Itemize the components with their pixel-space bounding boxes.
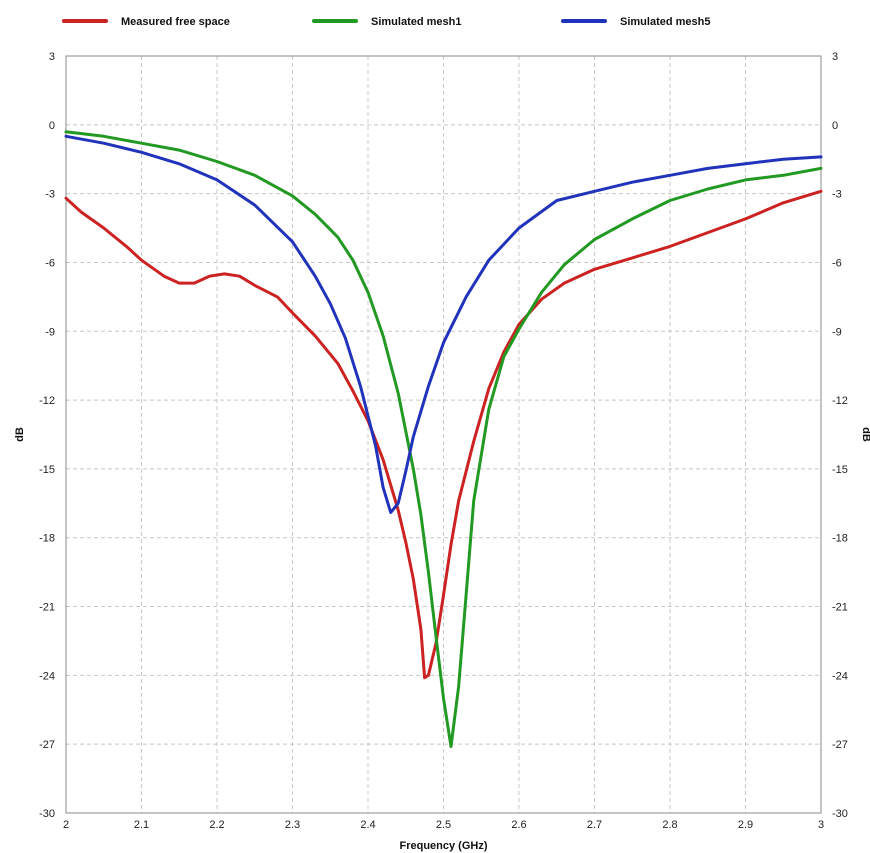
- y-tick-label-left: -24: [39, 670, 55, 682]
- y-tick-label-right: -18: [832, 533, 848, 545]
- y-axis-title-left: dB: [14, 427, 26, 442]
- y-tick-label-left: -18: [39, 533, 55, 545]
- y-tick-label-right: -30: [832, 808, 848, 820]
- y-tick-label-right: -12: [832, 395, 848, 407]
- series-line-3: [64, 134, 823, 514]
- legend-label-3: Simulated mesh5: [620, 16, 710, 28]
- grid: [66, 56, 821, 813]
- x-tick-label: 2.4: [360, 819, 375, 831]
- x-tick-label: 2.7: [587, 819, 602, 831]
- y-tick-label-left: -21: [39, 602, 55, 614]
- x-tick-label: 2.1: [134, 819, 149, 831]
- y-tick-label-right: 3: [832, 51, 838, 63]
- x-tick-label: 2.6: [511, 819, 526, 831]
- x-tick-label: 2.8: [662, 819, 677, 831]
- tick-layer: 2 2.1 2.2 2.3 2.4 2.5 2.6 2.7 2.8 2.9 3 3 3 0 0 -3 -3 -6 -…: [39, 51, 848, 831]
- y-axis-title-right: dB: [860, 427, 870, 442]
- x-tick-label: 3: [818, 819, 824, 831]
- legend-label-2: Simulated mesh1: [371, 16, 461, 28]
- y-tick-label-left: -6: [45, 257, 55, 269]
- series-line-2: [64, 130, 823, 748]
- plot-frame: [65, 55, 822, 814]
- y-tick-label-right: -6: [832, 257, 842, 269]
- y-tick-label-right: -24: [832, 670, 848, 682]
- x-tick-label: 2: [63, 819, 69, 831]
- y-tick-label-left: -12: [39, 395, 55, 407]
- y-tick-label-right: -15: [832, 464, 848, 476]
- y-tick-label-left: -30: [39, 808, 55, 820]
- y-tick-label-left: -27: [39, 739, 55, 751]
- y-tick-label-right: 0: [832, 120, 838, 132]
- y-tick-label-left: -15: [39, 464, 55, 476]
- x-tick-label: 2.2: [209, 819, 224, 831]
- y-tick-label-left: 0: [49, 120, 55, 132]
- x-axis-title: Frequency (GHz): [399, 840, 487, 852]
- x-tick-label: 2.9: [738, 819, 753, 831]
- x-tick-label: 2.3: [285, 819, 300, 831]
- series-line-1: [64, 189, 823, 680]
- y-tick-label-right: -21: [832, 602, 848, 614]
- y-tick-label-right: -3: [832, 189, 842, 201]
- legend-label-1: Measured free space: [121, 16, 230, 28]
- y-tick-label-right: -27: [832, 739, 848, 751]
- y-tick-label-left: -3: [45, 189, 55, 201]
- series-layer: [64, 130, 823, 748]
- x-tick-label: 2.5: [436, 819, 451, 831]
- legend: Measured free space Simulated mesh1 Simula…: [62, 16, 710, 28]
- y-tick-label-left: -9: [45, 326, 55, 338]
- y-tick-label-left: 3: [49, 51, 55, 63]
- y-tick-label-right: -9: [832, 326, 842, 338]
